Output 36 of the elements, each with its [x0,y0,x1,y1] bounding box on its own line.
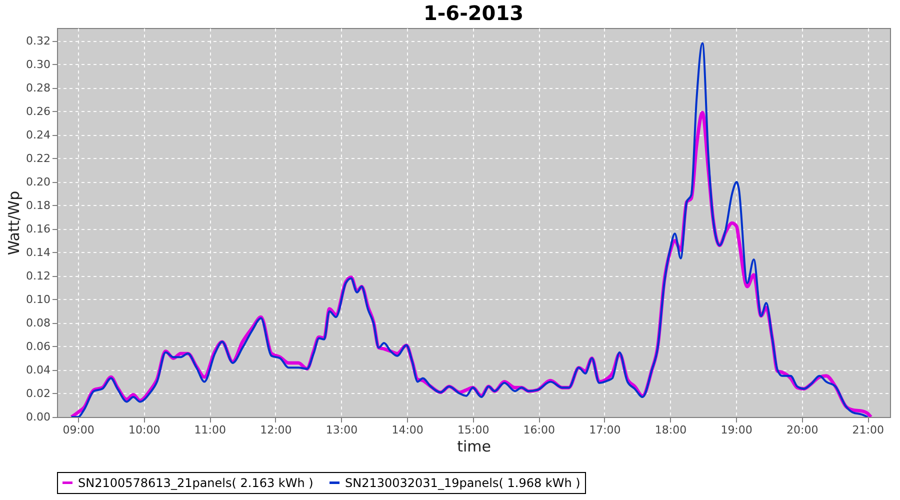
line-series [70,42,869,417]
y-tick-label: 0.10 [26,292,50,306]
y-tick-label: 0.14 [26,246,50,259]
x-tick-label: 15:00 [457,424,490,436]
x-tick-label: 09:00 [62,424,94,436]
y-tick-label: 0.32 [26,34,50,48]
x-tick-label: 14:00 [392,424,424,436]
y-tick-label: 0.12 [26,269,50,282]
y-tick-label: 0.02 [26,386,50,400]
y-axis-title: Watt/Wp [5,190,24,256]
x-tick-label: 21:00 [852,424,884,436]
y-tick-label: 0.16 [26,222,50,236]
y-tick-label: 0.30 [26,58,50,71]
x-tick-label: 17:00 [589,424,621,436]
x-axis-title: time [457,438,491,456]
y-tick-label: 0.26 [26,104,50,118]
x-tick-label: 10:00 [128,424,160,436]
y-tick-label: 0.18 [26,198,50,212]
y-tick-label: 0.22 [26,152,50,165]
y-tick-label: 0.20 [26,175,50,188]
legend-label: SN2100578613_21panels( 2.163 kWh ) [78,476,314,490]
x-tick-label: 11:00 [194,424,226,436]
x-tick-label: 18:00 [654,424,687,436]
y-tick-label: 0.06 [26,340,50,353]
x-tick-label: 16:00 [523,424,555,436]
x-tick-label: 20:00 [786,424,818,436]
y-tick-label: 0.04 [26,363,50,376]
chart-title: 1-6-2013 [423,1,524,25]
x-tick-label: 13:00 [326,424,358,436]
x-tick-label: 19:00 [720,424,752,436]
y-tick-label: 0.24 [26,128,50,142]
legend-label: SN2130032031_19panels( 1.968 kWh ) [345,476,580,490]
x-tick-label: 12:00 [260,424,292,436]
y-tick-label: 0.08 [26,316,50,330]
y-tick-label: 0.28 [26,81,50,94]
y-tick-label: 0.00 [26,410,50,424]
